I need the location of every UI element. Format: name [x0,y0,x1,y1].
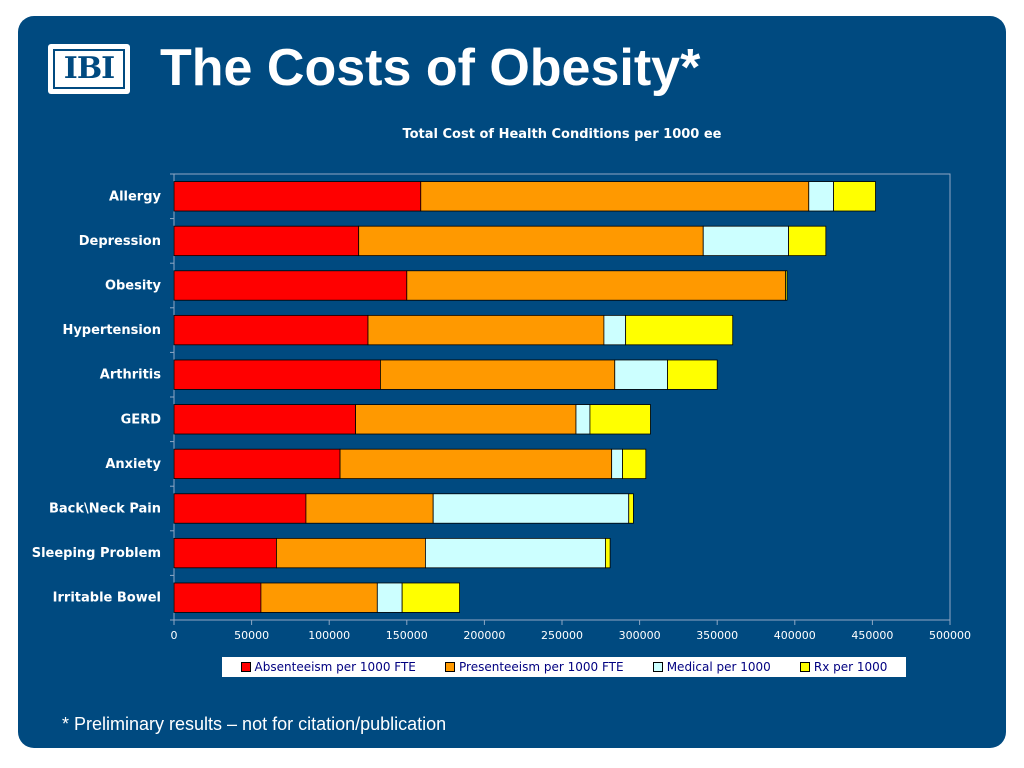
legend-entry: Medical per 1000 [652,660,771,674]
bar-segment [260,582,378,613]
bar-segment [358,225,704,257]
category-label: Anxiety [105,457,161,472]
category-label: Arthritis [100,368,161,383]
ibi-logo: IBI [48,44,130,94]
bar-segment [173,404,356,435]
legend-entry: Absenteeism per 1000 FTE [240,660,416,674]
chart-title: Total Cost of Health Conditions per 1000… [402,127,722,142]
bar-segment [305,493,434,524]
bar-segment [589,404,651,435]
logo-text: IBI [63,51,115,86]
category-label: Depression [79,234,161,249]
bar-segment [173,493,307,524]
bar-segment [339,448,613,480]
x-tick-label: 150000 [386,629,428,642]
slide-title: The Costs of Obesity* [160,39,701,97]
bar-segment [614,359,668,390]
legend-swatch [445,662,455,672]
legend-swatch [240,662,251,672]
category-label: Back\Neck Pain [49,502,161,517]
bar-segment [376,582,403,613]
legend-label: Presenteeism per 1000 FTE [459,660,624,674]
bar-segment [575,404,591,435]
logo-frame: IBI [53,49,125,89]
bar-segment [276,537,426,569]
bar-segment [173,181,422,212]
bar-segment [173,537,277,569]
bar-segment [173,448,341,480]
x-tick-label: 250000 [541,629,583,642]
legend-swatch [652,662,663,672]
bar-segment [625,314,734,346]
bar-segment [628,493,634,524]
x-tick-label: 350000 [696,629,738,642]
bar-segment [406,270,786,301]
legend-swatch [799,662,810,672]
bar-segment [603,314,627,346]
bar-segment [173,270,408,301]
bar-segment [808,181,835,212]
bar-segment [380,359,616,390]
legend-label: Rx per 1000 [813,660,888,674]
x-tick-label: 500000 [929,629,971,642]
bar-segment [833,181,876,212]
category-label: GERD [121,412,162,427]
bar-segment [420,181,810,212]
x-tick-label: 300000 [619,629,661,642]
bar-segment [788,225,827,257]
bar-segment [367,314,605,346]
footnote: * Preliminary results – not for citation… [62,714,447,734]
bar-segment [425,537,606,569]
x-tick-label: 0 [171,629,178,642]
category-label: Hypertension [62,323,161,338]
bar-segment [667,359,718,390]
x-tick-label: 200000 [463,629,505,642]
chart-legend: Absenteeism per 1000 FTE Presenteeism per… [222,657,906,677]
bar-segment [785,270,788,301]
bar-segment [173,582,262,613]
x-tick-label: 400000 [774,629,816,642]
x-tick-label: 100000 [308,629,350,642]
bar-segment [702,225,789,257]
bar-segment [173,314,369,346]
bar-segment [611,448,623,480]
bar-segment [622,448,647,480]
legend-entry: Presenteeism per 1000 FTE [445,660,624,674]
bar-segment [355,404,577,435]
category-label: Allergy [109,189,162,204]
bar-segment [173,225,360,257]
legend-label: Medical per 1000 [666,660,771,674]
category-label: Sleeping Problem [32,546,161,561]
category-label: Obesity [105,279,162,294]
bar-segment [173,359,381,390]
category-label: Irritable Bowel [53,591,161,606]
legend-entry: Rx per 1000 [799,660,888,674]
legend-label: Absenteeism per 1000 FTE [254,660,416,674]
x-tick-label: 50000 [234,629,269,642]
bar-segment [401,582,460,613]
bar-segment [432,493,630,524]
x-tick-label: 450000 [851,629,893,642]
bar-segment [605,537,611,569]
